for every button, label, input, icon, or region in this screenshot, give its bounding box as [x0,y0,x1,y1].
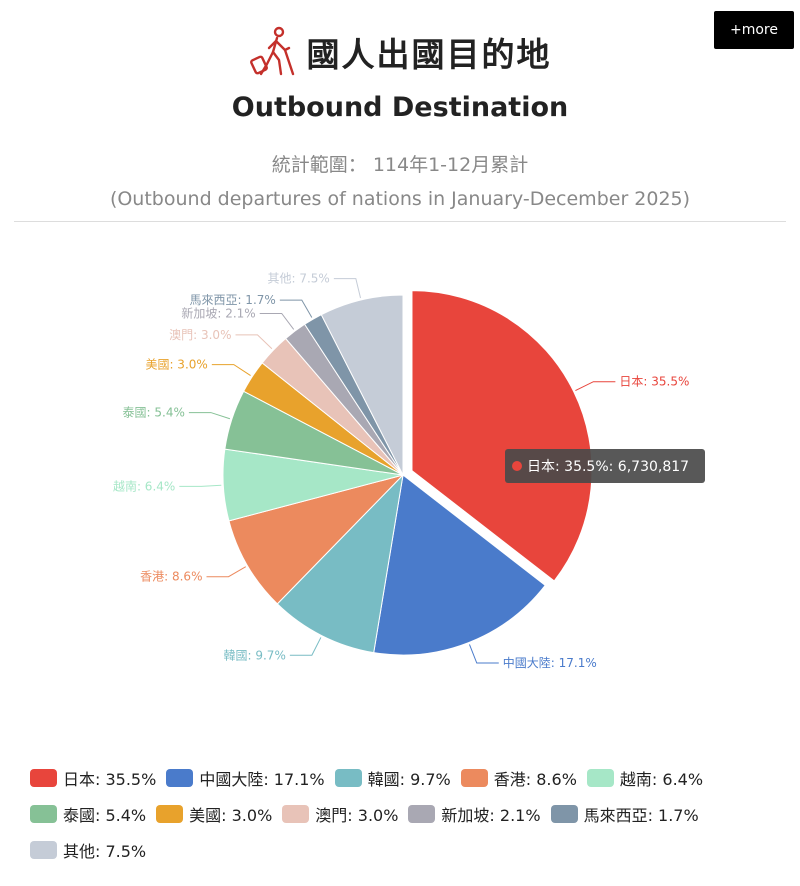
leader-line-1 [575,381,616,391]
leader-line-9 [259,312,295,330]
statistics-range: 統計範圍： 114年1-12月累計 [271,154,529,176]
leader-line-2 [469,644,499,664]
legend-swatch [30,769,57,787]
slice-label-2: 中國大陸: 17.1% [503,655,597,670]
tooltip-text: 日本: 35.5%: 6,730,817 [527,459,689,475]
slice-label-4: 香港: 8.6% [140,570,202,584]
slice-label-7: 美國: 3.0% [145,358,207,372]
leader-line-5 [179,484,222,487]
leader-line-8 [235,334,273,350]
chart-tooltip: 日本: 35.5%: 6,730,817 [505,449,705,483]
slice-label-10: 馬來西亞: 1.7% [189,293,275,307]
statistics-range-en: (Outbound departures of nations in Janua… [109,188,691,210]
legend-item-1[interactable]: 日本: 35.5% [30,765,156,791]
legend-swatch [166,769,194,787]
legend-item-5[interactable]: 越南: 6.4% [586,765,704,791]
legend-item-7[interactable]: 美國: 3.0% [156,801,272,827]
page-subtitle: Outbound Destination [231,92,569,123]
legend-item-10[interactable]: 馬來西亞: 1.7% [550,801,699,827]
title-row: 國人出國目的地 [0,24,800,80]
legend-label: 其他: 7.5% [63,842,147,861]
legend-swatch [586,769,614,787]
slice-label-9: 新加坡: 2.1% [181,305,255,320]
legend-swatch [460,769,488,787]
legend-item-11[interactable]: 其他: 7.5% [30,837,146,863]
slice-label-5: 越南: 6.4% [113,478,175,493]
leader-line-7 [211,364,251,376]
legend-label: 日本: 35.5% [63,770,157,789]
legend-swatch [334,769,362,787]
legend-swatch [156,805,184,823]
pie-slice-1[interactable] [411,290,593,582]
leader-line-6 [188,412,231,420]
chart-legend: 日本: 35.5% 中國大陸: 17.1% 韓國: 9.7% 香港: 8.6% 越南: … [30,765,790,863]
slice-label-11: 其他: 7.5% [267,272,329,286]
legend-item-9[interactable]: 新加坡: 2.1% [408,801,541,827]
pie-slice-11[interactable] [320,294,404,476]
more-button[interactable]: +more [714,11,794,49]
legend-label: 韓國: 9.7% [367,770,451,789]
pie-slice-3[interactable] [276,473,404,654]
legend-label: 泰國: 5.4% [63,806,147,825]
leader-line-11 [333,278,361,299]
pie-chart: 日本: 35.5% 中國大陸: 17.1% 韓國: 9.7% 香港: 8.6% 越南: … [113,272,705,670]
legend-label: 新加坡: 2.1% [441,806,541,825]
legend-item-6[interactable]: 泰國: 5.4% [30,801,146,827]
legend-item-8[interactable]: 澳門: 3.0% [282,801,398,827]
slice-label-8: 澳門: 3.0% [169,328,231,342]
slice-label-6: 泰國: 5.4% [123,406,185,420]
legend-swatch [408,805,436,823]
legend-swatch [30,805,57,823]
legend-item-2[interactable]: 中國大陸: 17.1% [166,765,325,791]
legend-label: 澳門: 3.0% [315,806,399,825]
legend-label: 中國大陸: 17.1% [199,770,325,789]
legend-label: 香港: 8.6% [493,770,577,789]
legend-swatch [282,805,310,823]
legend-swatch [30,841,57,859]
leader-line-10 [279,299,313,318]
legend-item-4[interactable]: 香港: 8.6% [460,765,577,791]
divider [14,221,786,222]
slice-label-3: 韓國: 9.7% [224,648,286,662]
pie-slice-2[interactable] [373,474,546,656]
leader-line-3 [289,637,322,656]
legend-swatch [550,805,578,823]
legend-label: 馬來西亞: 1.7% [583,806,699,825]
page-title: 國人出國目的地 [306,35,552,74]
legend-item-3[interactable]: 韓國: 9.7% [334,765,451,791]
traveler-with-luggage-icon [249,26,297,78]
leader-line-4 [206,566,247,578]
pie-slice-4[interactable] [228,474,405,605]
legend-label: 美國: 3.0% [189,806,273,825]
slice-label-1: 日本: 35.5% [619,375,689,389]
legend-label: 越南: 6.4% [619,770,704,789]
